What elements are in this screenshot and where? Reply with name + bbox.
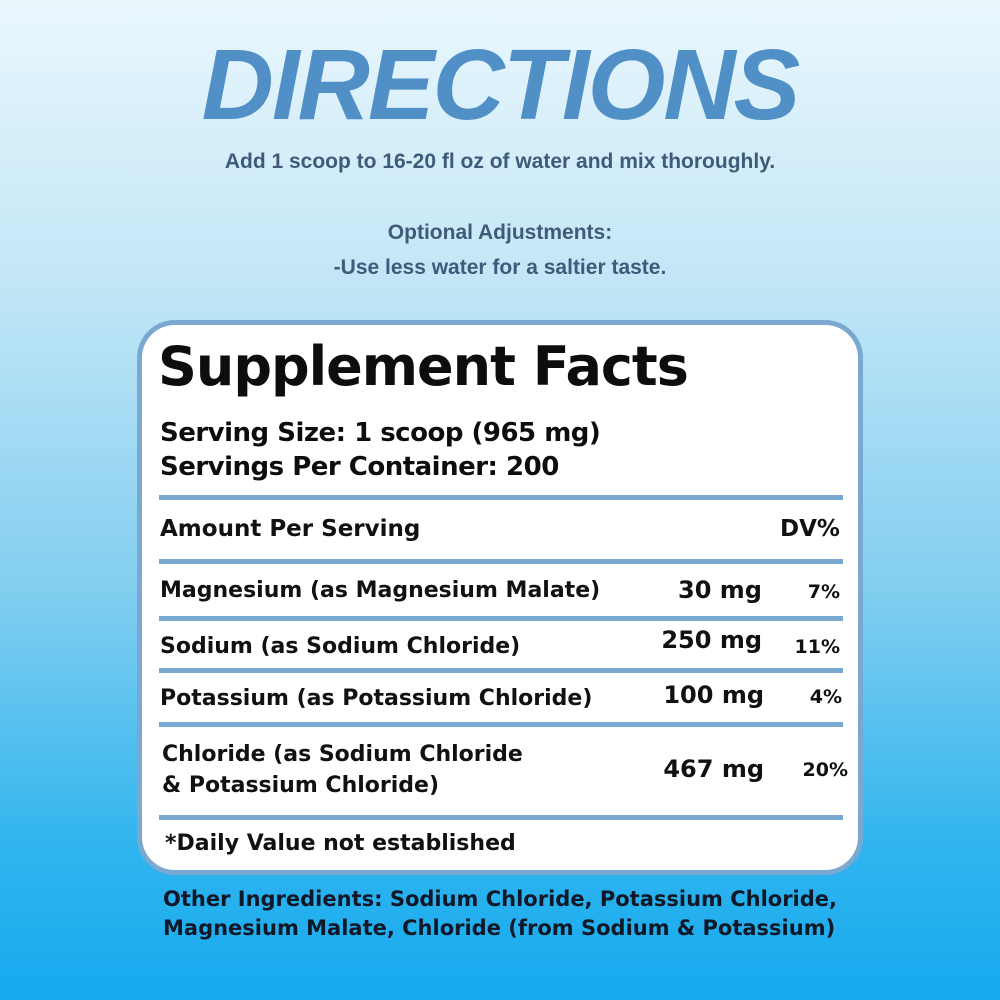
serving-size: Serving Size: 1 scoop (965 mg) xyxy=(160,418,601,448)
amount-per-serving-header: Amount Per Serving xyxy=(160,516,421,542)
other-ingredients-line2: Magnesium Malate, Chloride (from Sodium … xyxy=(163,916,836,940)
nutrient-dv-potassium: 4% xyxy=(809,686,842,708)
other-ingredients-line1: Other Ingredients: Sodium Chloride, Pota… xyxy=(163,887,838,911)
nutrient-name-chloride-line1: Chloride (as Sodium Chloride xyxy=(162,742,523,767)
nutrient-name-chloride-line2: & Potassium Chloride) xyxy=(162,773,439,798)
divider xyxy=(159,559,843,564)
nutrient-name-potassium: Potassium (as Potassium Chloride) xyxy=(160,686,593,711)
directions-title: DIRECTIONS xyxy=(201,29,801,141)
divider xyxy=(159,668,843,673)
supplement-facts-panel xyxy=(137,320,863,875)
supplement-facts-title: Supplement Facts xyxy=(158,335,689,398)
other-ingredients: Other Ingredients: Sodium Chloride, Pota… xyxy=(163,885,883,943)
nutrient-name-sodium: Sodium (as Sodium Chloride) xyxy=(160,634,521,659)
nutrient-dv-sodium: 11% xyxy=(794,636,840,658)
nutrient-amount-sodium: 250 mg xyxy=(661,626,762,654)
nutrient-amount-magnesium: 30 mg xyxy=(678,576,762,604)
daily-value-footnote: *Daily Value not established xyxy=(165,831,516,856)
dv-header: DV% xyxy=(780,516,840,542)
optional-adjustments-heading: Optional Adjustments: xyxy=(387,221,613,244)
nutrient-dv-chloride: 20% xyxy=(802,759,848,781)
divider xyxy=(159,616,843,621)
divider xyxy=(159,815,843,820)
directions-instruction: Add 1 scoop to 16-20 fl oz of water and … xyxy=(224,150,776,173)
optional-adjustment-item: -Use less water for a saltier taste. xyxy=(333,256,667,279)
nutrient-name-magnesium: Magnesium (as Magnesium Malate) xyxy=(160,578,601,603)
nutrient-amount-potassium: 100 mg xyxy=(663,681,764,709)
nutrient-amount-chloride: 467 mg xyxy=(663,755,764,783)
divider xyxy=(159,722,843,727)
nutrient-dv-magnesium: 7% xyxy=(807,581,840,603)
servings-per-container: Servings Per Container: 200 xyxy=(160,452,559,482)
divider xyxy=(159,495,843,500)
